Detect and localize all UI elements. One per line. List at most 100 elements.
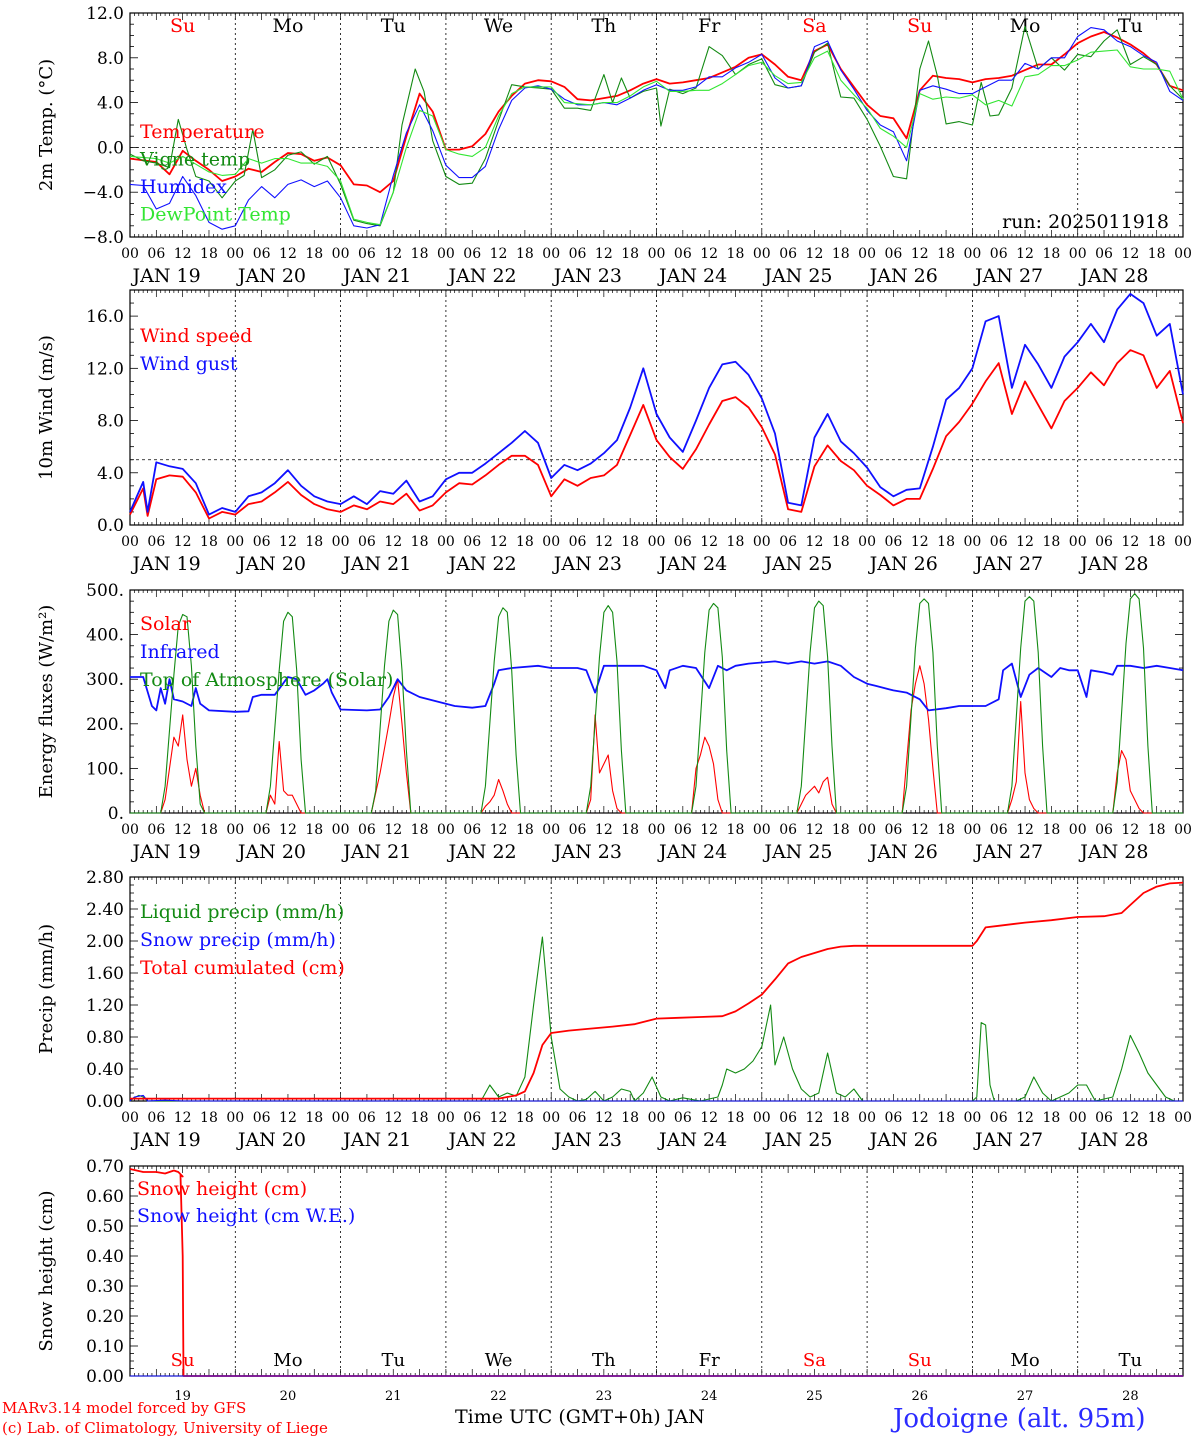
hour-tick-label: 12 <box>700 1110 718 1126</box>
weekday-label: Tu <box>1118 15 1143 37</box>
hour-tick-label: 12 <box>911 1110 929 1126</box>
hour-tick-label: 00 <box>332 534 350 550</box>
y-tick-label: 300. <box>86 670 124 690</box>
hour-tick-label: 18 <box>1148 534 1166 550</box>
hour-tick-label: 12 <box>595 1110 613 1126</box>
hour-tick-label: 00 <box>226 534 244 550</box>
hour-tick-label: 18 <box>727 822 745 838</box>
hour-tick-label: 00 <box>1069 246 1087 262</box>
hour-tick-label: 06 <box>779 534 797 550</box>
hour-tick-label: 06 <box>990 822 1008 838</box>
hour-tick-label: 18 <box>200 822 218 838</box>
y-tick-label: −8.0 <box>83 228 124 248</box>
lab-credit: (c) Lab. of Climatology, University of L… <box>2 1419 328 1437</box>
hour-tick-label: 00 <box>753 822 771 838</box>
day-label: JAN 21 <box>341 265 411 287</box>
y-tick-label: 4.0 <box>97 94 124 114</box>
hour-tick-label: 12 <box>911 246 929 262</box>
hour-tick-label: 12 <box>911 822 929 838</box>
hour-tick-label: 06 <box>463 246 481 262</box>
series-line-total-cumulated-cm- <box>130 881 1184 1100</box>
hour-tick-label: 18 <box>621 822 639 838</box>
y-axis-label: Precip (mm/h) <box>36 924 57 1054</box>
y-tick-label: 16.0 <box>86 307 124 327</box>
hour-tick-label: 06 <box>1095 246 1113 262</box>
hour-tick-label: 12 <box>806 534 824 550</box>
y-tick-label: 8.0 <box>97 49 124 69</box>
hour-tick-label: 06 <box>779 246 797 262</box>
day-label: JAN 19 <box>131 553 201 575</box>
hour-tick-label: 12 <box>700 534 718 550</box>
series-line-humidex <box>129 27 1184 230</box>
hour-tick-label: 18 <box>937 534 955 550</box>
y-tick-label: 200. <box>86 715 124 735</box>
day-label: JAN 19 <box>131 1129 201 1151</box>
hour-tick-label: 18 <box>621 246 639 262</box>
hour-tick-label: 12 <box>174 534 192 550</box>
y-axis-label: 10m Wind (m/s) <box>36 335 57 480</box>
y-tick-label: 500. <box>86 581 124 601</box>
y-tick-label: 12.0 <box>86 359 124 379</box>
hour-tick-label: 12 <box>490 1110 508 1126</box>
hour-tick-label: 18 <box>516 822 534 838</box>
hour-tick-label: 00 <box>226 246 244 262</box>
hour-tick-label: 18 <box>937 822 955 838</box>
day-label: JAN 25 <box>762 553 832 575</box>
y-tick-label: 0.50 <box>86 1217 124 1237</box>
hour-tick-label: 06 <box>463 534 481 550</box>
series-line-infrared <box>130 660 1184 713</box>
hour-tick-label: 18 <box>411 1110 429 1126</box>
chart-panel-5: 0.00 0.10 0.20 0.30 0.40 0.50 0.60 0.70 Snow hei… <box>36 1157 1184 1404</box>
hour-tick-label: 06 <box>885 534 903 550</box>
hour-tick-label: 00 <box>542 534 560 550</box>
weekday-label: Th <box>592 1350 616 1371</box>
day-number-label: 26 <box>911 1389 928 1404</box>
hour-tick-label: 18 <box>200 246 218 262</box>
day-label: JAN 28 <box>1078 1129 1148 1151</box>
day-label: JAN 23 <box>552 841 622 863</box>
hour-tick-label: 18 <box>937 1110 955 1126</box>
hour-tick-label: 18 <box>200 534 218 550</box>
day-number-label: 22 <box>490 1389 507 1404</box>
weekday-label: Sa <box>802 15 826 37</box>
weekday-label: Fr <box>699 1350 720 1371</box>
day-label: JAN 24 <box>657 841 727 863</box>
y-tick-label: 0.0 <box>97 516 124 536</box>
hour-tick-label: 00 <box>963 534 981 550</box>
legend-entry: Infrared <box>140 641 220 663</box>
weekday-label: Su <box>908 1350 932 1371</box>
hour-tick-label: 06 <box>463 1110 481 1126</box>
y-tick-label: 400. <box>86 626 124 646</box>
day-label: JAN 26 <box>868 841 938 863</box>
hour-tick-label: 12 <box>911 534 929 550</box>
hour-tick-label: 12 <box>279 1110 297 1126</box>
hour-tick-label: 18 <box>621 534 639 550</box>
day-label: JAN 27 <box>973 1129 1043 1151</box>
day-label: JAN 21 <box>341 553 411 575</box>
model-credit: MARv3.14 model forced by GFS <box>2 1399 247 1417</box>
hour-tick-label: 18 <box>1042 246 1060 262</box>
hour-tick-label: 18 <box>305 1110 323 1126</box>
legend-entry: Temperature <box>140 121 264 143</box>
y-tick-label: 0.40 <box>86 1060 124 1080</box>
day-number-label: 25 <box>806 1389 823 1404</box>
day-number-label: 19 <box>174 1389 191 1404</box>
hour-tick-label: 06 <box>253 246 271 262</box>
x-axis-title: Time UTC (GMT+0h) JAN <box>455 1406 705 1428</box>
hour-tick-label: 12 <box>595 534 613 550</box>
hour-tick-label: 12 <box>1016 534 1034 550</box>
hour-tick-label: 00 <box>753 534 771 550</box>
y-tick-label: 12.0 <box>86 4 124 24</box>
hour-tick-label: 12 <box>1016 246 1034 262</box>
hour-tick-label: 00 <box>121 534 139 550</box>
hour-tick-label: 00 <box>121 822 139 838</box>
hour-tick-label: 00 <box>542 1110 560 1126</box>
hour-tick-label: 06 <box>569 1110 587 1126</box>
hour-tick-label: 06 <box>569 246 587 262</box>
y-tick-label: 1.20 <box>86 996 124 1016</box>
hour-tick-label: 12 <box>490 246 508 262</box>
hour-tick-label: 06 <box>779 822 797 838</box>
hour-tick-label: 12 <box>490 534 508 550</box>
series-line-solar <box>130 665 1183 814</box>
hour-tick-label: 00 <box>1069 534 1087 550</box>
